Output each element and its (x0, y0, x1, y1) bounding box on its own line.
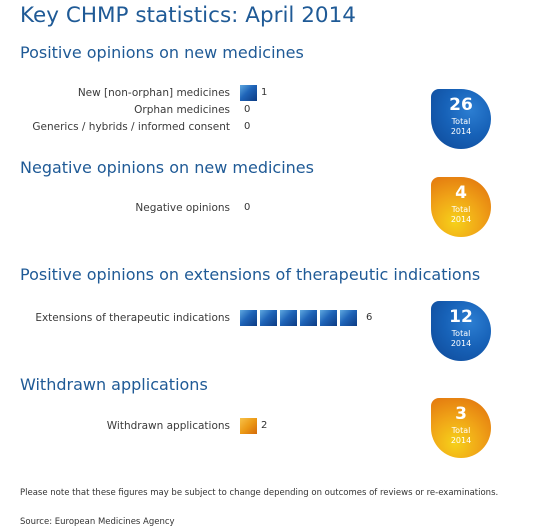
badge-year: 2014 (450, 215, 472, 224)
stat-bar (240, 310, 357, 326)
section-title-positive-opinions: Positive opinions on new medicines (20, 43, 304, 62)
section-title-negative-opinions: Negative opinions on new medicines (20, 158, 314, 177)
badge-number: 4 (455, 183, 467, 203)
stat-row-extensions: Extensions of therapeutic indications 6 (0, 310, 558, 326)
stat-row-withdrawn: Withdrawn applications 2 (0, 418, 558, 434)
stat-value: 0 (244, 104, 251, 115)
source-credit: Source: European Medicines Agency (20, 517, 175, 527)
badge-label: Total (451, 329, 471, 338)
stat-row-negative-opinions: Negative opinions 0 (0, 202, 558, 216)
stat-label: Extensions of therapeutic indications (35, 312, 230, 324)
bar-block (280, 310, 297, 326)
bar-block (320, 310, 337, 326)
badge-label: Total (451, 117, 471, 126)
stat-label: Withdrawn applications (106, 420, 230, 432)
stat-value: 1 (261, 87, 268, 98)
bar-block (300, 310, 317, 326)
badge-label: Total (451, 426, 471, 435)
stat-value: 0 (244, 121, 251, 132)
badge-number: 12 (449, 307, 473, 327)
section-title-withdrawn: Withdrawn applications (20, 375, 208, 394)
bar-block (240, 85, 257, 101)
stat-bar (240, 85, 257, 101)
stat-value: 2 (261, 420, 268, 431)
disclaimer-note: Please note that these figures may be su… (20, 488, 499, 498)
stat-label: New [non-orphan] medicines (77, 87, 230, 99)
total-badge-negative-opinions: 4 Total 2014 (431, 177, 491, 237)
bar-block (240, 418, 257, 434)
stat-row-orphan-medicines: Orphan medicines 0 (0, 104, 558, 118)
total-badge-withdrawn: 3 Total 2014 (431, 398, 491, 458)
bar-block (340, 310, 357, 326)
stat-value: 6 (366, 312, 373, 323)
stat-label: Generics / hybrids / informed consent (32, 121, 230, 133)
total-badge-extensions: 12 Total 2014 (431, 301, 491, 361)
badge-label: Total (451, 205, 471, 214)
badge-year: 2014 (450, 127, 472, 136)
total-badge-positive-opinions: 26 Total 2014 (431, 89, 491, 149)
badge-number: 3 (455, 404, 467, 424)
badge-year: 2014 (450, 339, 472, 348)
section-title-extensions: Positive opinions on extensions of thera… (20, 265, 481, 284)
bar-block (260, 310, 277, 326)
stat-value: 0 (244, 202, 251, 213)
badge-number: 26 (449, 95, 473, 115)
stat-label: Orphan medicines (134, 104, 230, 116)
badge-year: 2014 (450, 436, 472, 445)
stat-row-new-medicines: New [non-orphan] medicines 1 (0, 85, 558, 101)
stat-bar (240, 418, 257, 434)
page-title: Key CHMP statistics: April 2014 (20, 3, 356, 28)
stat-label: Negative opinions (135, 202, 230, 214)
bar-block (240, 310, 257, 326)
stat-row-generics: Generics / hybrids / informed consent 0 (0, 121, 558, 135)
